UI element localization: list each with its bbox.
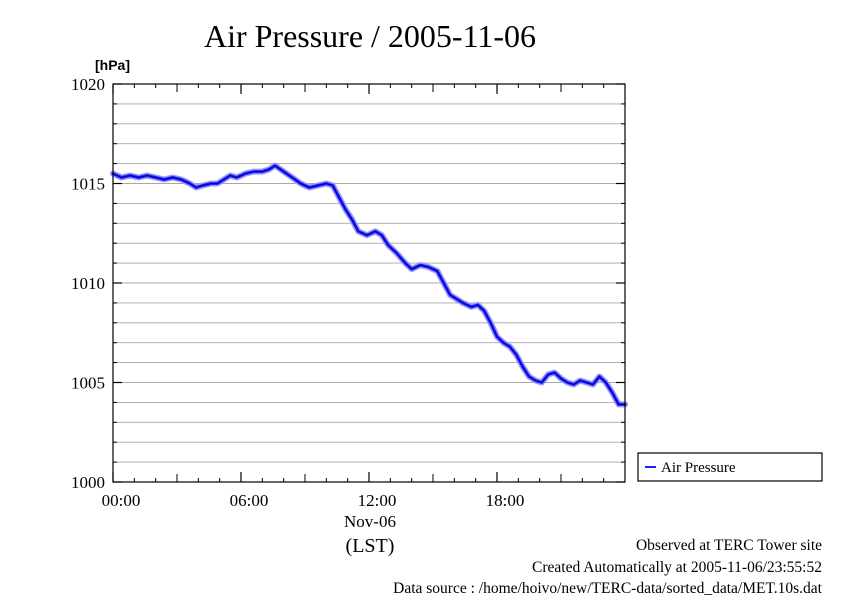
x-tick-label: 06:00 (230, 491, 269, 510)
legend-box (637, 452, 823, 482)
x-axis-date-label: Nov-06 (344, 512, 396, 531)
legend-entry-air-pressure: Air Pressure (661, 460, 736, 476)
footer-data-source: Data source : /home/hoivo/new/TERC-data/… (393, 580, 823, 595)
plot-area-frame (112, 83, 626, 483)
y-tick-label: 1015 (71, 175, 105, 194)
x-tick-label: 18:00 (486, 491, 525, 510)
y-tick-label: 1020 (71, 75, 105, 94)
y-tick-label: 1005 (71, 374, 105, 393)
y-tick-label: 1000 (71, 473, 105, 492)
y-tick-labels: 1000 1005 1010 1015 1020 (71, 75, 105, 492)
series-line-core (112, 165, 625, 405)
x-axis-label: (LST) (346, 535, 395, 557)
footer-created-timestamp: Created Automatically at 2005-11-06/23:5… (532, 559, 822, 576)
series-air-pressure (110, 162, 628, 408)
y-tick-label: 1010 (71, 274, 105, 293)
series-line-halo (110, 162, 628, 408)
axis-ticks (112, 83, 625, 483)
x-tick-label: 12:00 (358, 491, 397, 510)
grid-lines (113, 103, 625, 463)
footer: Observed at TERC Tower site Created Auto… (393, 537, 823, 595)
series-line (111, 164, 627, 406)
footer-observed-site: Observed at TERC Tower site (636, 537, 822, 554)
x-tick-label: 00:00 (102, 491, 141, 510)
y-axis-unit-label: [hPa] (95, 57, 130, 73)
chart-title: Air Pressure / 2005-11-06 (204, 18, 536, 54)
x-tick-labels: 00:00 06:00 12:00 18:00 (102, 491, 525, 510)
legend: Air Pressure (637, 452, 823, 482)
